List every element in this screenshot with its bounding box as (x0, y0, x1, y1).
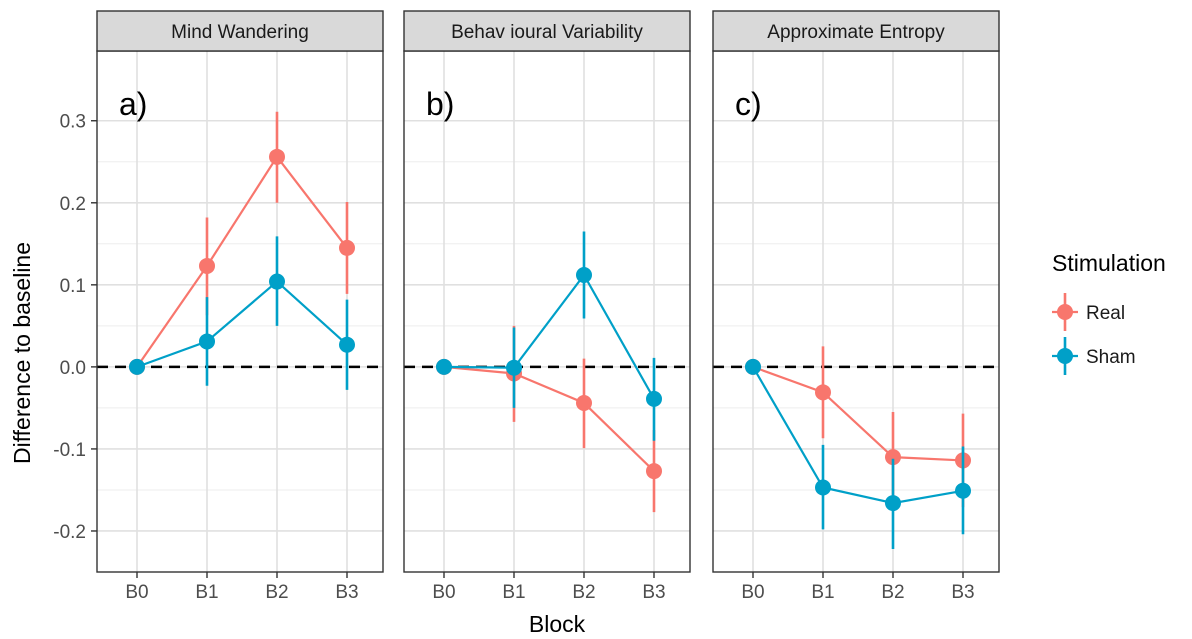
series-line (136, 280, 348, 368)
data-point (885, 449, 901, 466)
facet-strip-label: Approximate Entropy (767, 22, 945, 43)
legend-label: Real (1086, 303, 1125, 324)
legend-entry-sham: Sham (1052, 337, 1136, 375)
facet-strip-label: Behav ioural Variability (451, 22, 643, 43)
panel-tag: a) (119, 86, 147, 122)
data-point (269, 148, 285, 165)
series-line (752, 365, 964, 462)
data-point (745, 358, 761, 375)
data-point (269, 273, 285, 290)
data-point (576, 266, 592, 283)
legend: Stimulation Real Sham (1052, 250, 1166, 375)
x-tick-label: B1 (502, 582, 525, 603)
y-tick-label: -0.1 (53, 440, 86, 461)
series-line (443, 365, 655, 472)
legend-key-point (1057, 304, 1073, 320)
y-tick-label: -0.2 (53, 522, 86, 543)
facet-strip (403, 10, 691, 52)
facet-strip (96, 10, 384, 52)
x-tick-label: B3 (642, 582, 665, 603)
series-sham (129, 236, 355, 390)
x-tick-label: B0 (432, 582, 455, 603)
x-tick-label: B1 (195, 582, 218, 603)
y-tick-label: 0.2 (60, 194, 86, 215)
y-tick-label: 0.3 (60, 112, 86, 133)
y-tick-label: 0.0 (60, 358, 86, 379)
x-tick-label: B0 (125, 582, 148, 603)
data-point (815, 479, 831, 496)
panel-tag: b) (426, 86, 454, 122)
x-tick-label: B2 (881, 582, 904, 603)
panel-tag: c) (735, 86, 762, 122)
data-point (199, 333, 215, 350)
facet-panel: Approximate Entropy c) B0 B1 B2 B3 (712, 10, 1000, 603)
data-point (199, 257, 215, 274)
y-tick-label: 0.1 (60, 276, 86, 297)
x-tick-label: B3 (951, 582, 974, 603)
facet-panel: Behav ioural Variability b) B0 B1 B2 B3 (403, 10, 691, 603)
facet-panel: Mind Wandering a) B0 B1 B2 B3 (96, 10, 384, 603)
panel-background (713, 51, 999, 572)
data-point (436, 358, 452, 375)
data-point (339, 336, 355, 353)
x-tick-label: B2 (572, 582, 595, 603)
data-point (129, 358, 145, 375)
series-line (136, 154, 348, 368)
legend-key-point (1057, 348, 1073, 364)
series-sham (436, 231, 662, 441)
x-axis-title: Block (529, 611, 586, 637)
y-axis: -0.2 -0.1 0.0 0.1 0.2 0.3 (53, 112, 97, 543)
legend-title: Stimulation (1052, 250, 1166, 276)
x-tick-label: B3 (335, 582, 358, 603)
series-line (752, 366, 964, 505)
data-point (815, 384, 831, 401)
legend-entry-real: Real (1052, 293, 1125, 331)
data-point (576, 394, 592, 411)
data-point (339, 239, 355, 256)
x-tick-label: B1 (811, 582, 834, 603)
panel-background (97, 51, 383, 572)
data-point (646, 463, 662, 480)
panel-background (404, 51, 690, 572)
y-axis-title: Difference to baseline (9, 242, 35, 464)
data-point (506, 359, 522, 376)
data-point (955, 482, 971, 499)
x-tick-label: B2 (265, 582, 288, 603)
facet-strip (712, 10, 1000, 52)
legend-label: Sham (1086, 347, 1136, 368)
data-point (885, 495, 901, 512)
series-line (443, 272, 655, 400)
x-tick-label: B0 (741, 582, 764, 603)
facet-strip-label: Mind Wandering (171, 22, 309, 43)
data-point (646, 390, 662, 407)
series-sham (745, 358, 971, 550)
